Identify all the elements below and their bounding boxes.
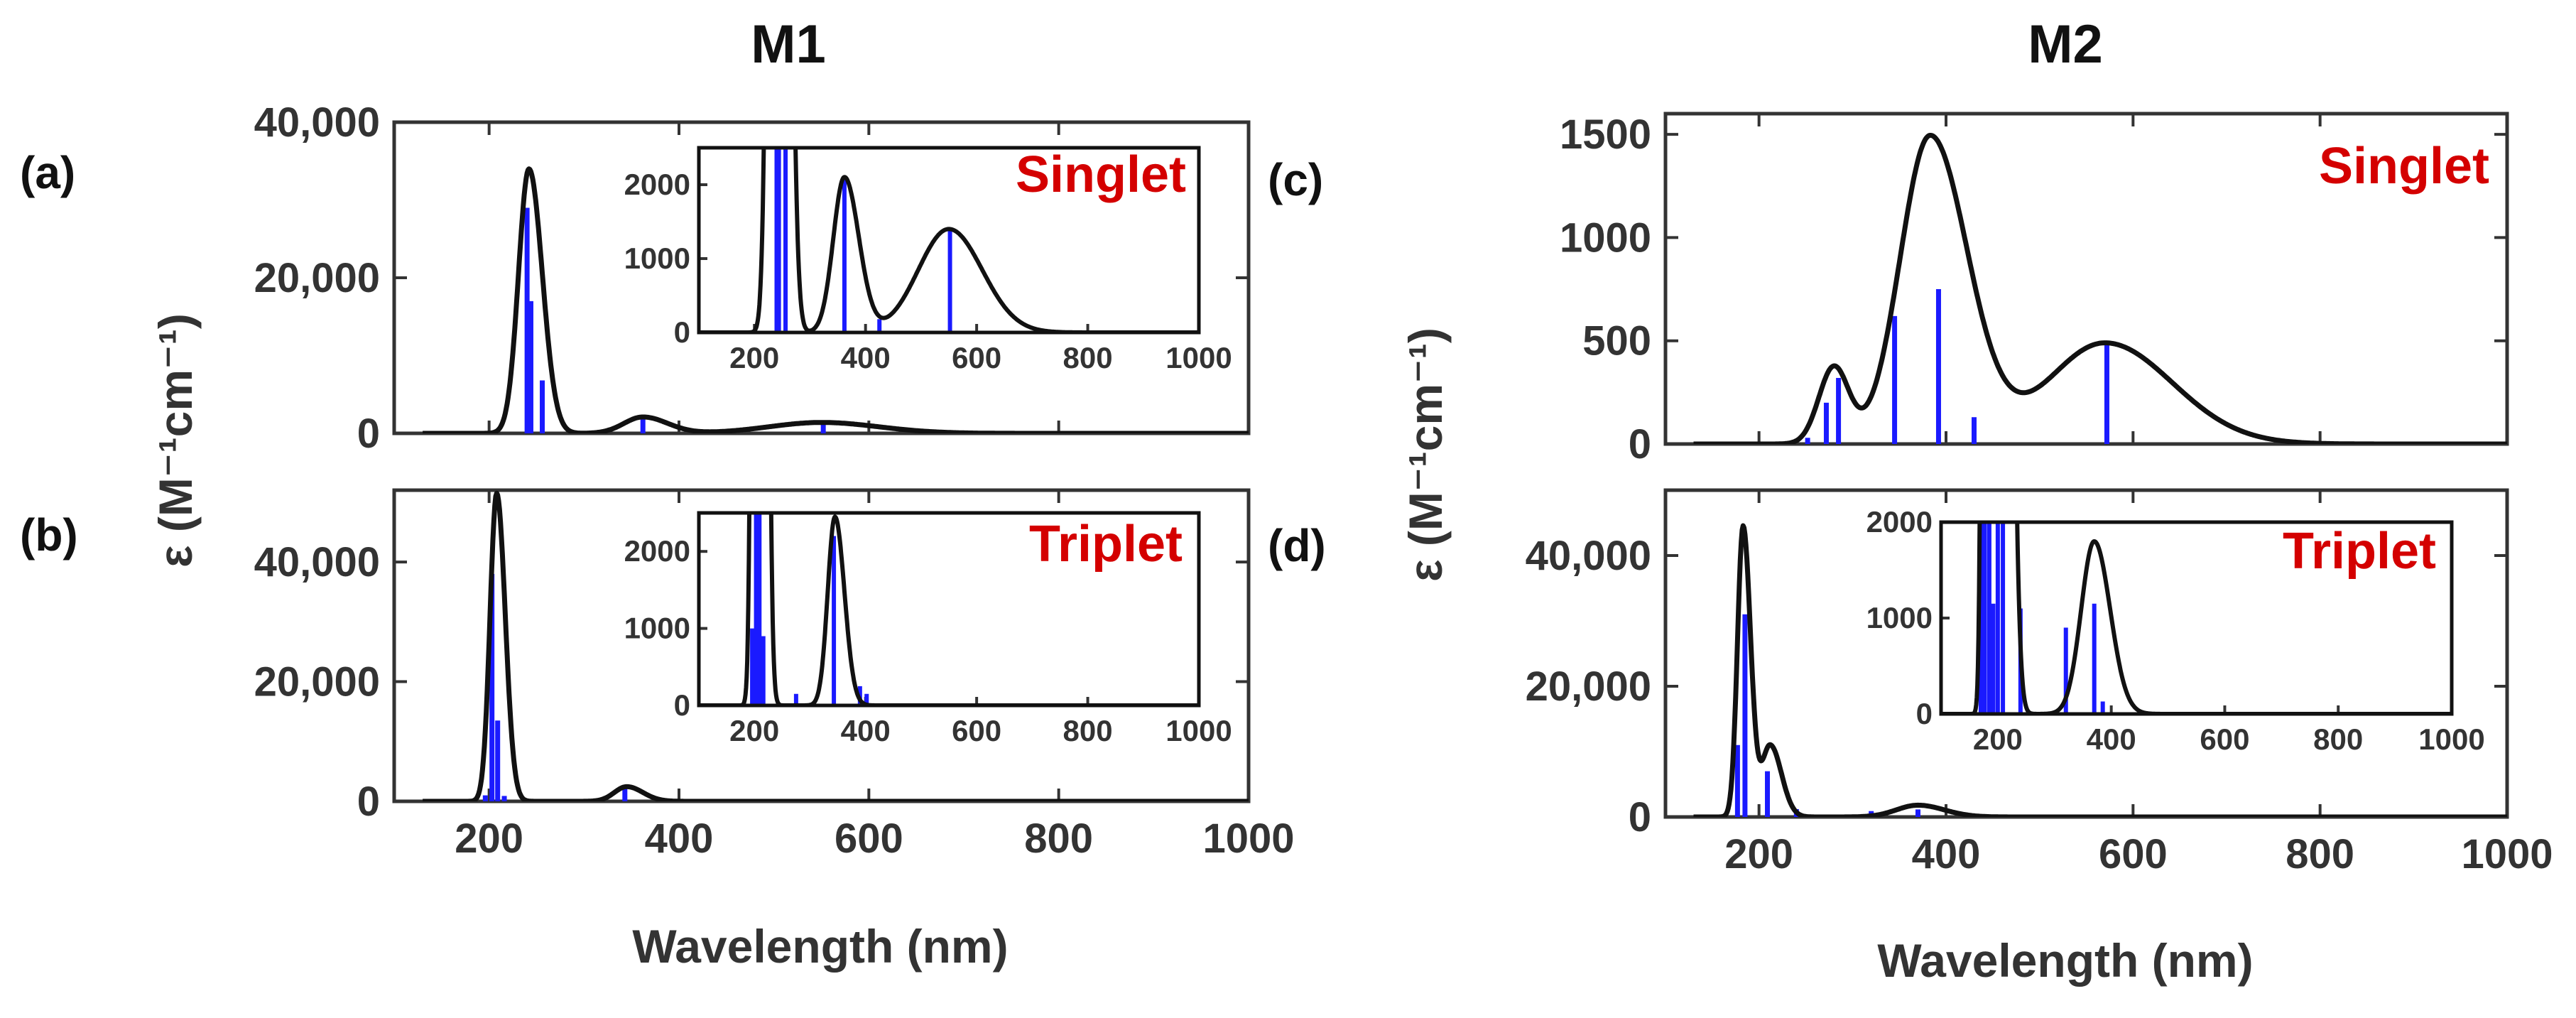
x-axis-title-m1: Wavelength (nm): [632, 920, 1008, 973]
panel-b-ytick-label: 20,000: [254, 659, 380, 705]
panel-d-inset-plot-area: [1941, 522, 2452, 714]
panel-b-state-label: Triplet: [1029, 516, 1183, 573]
panel-d-inset-xtick-label: 600: [2200, 722, 2249, 756]
panel-a-inset-xtick-label: 400: [841, 341, 891, 374]
panel-d-inset-ytick-label: 0: [1916, 697, 1933, 730]
panel-b-plot-area: [420, 490, 1249, 801]
panel-b: 0 20,000 40,000 200 400 600 800 1000 0 1000 2000 20…: [254, 488, 1295, 862]
panel-c-spectrum-curve: [1692, 133, 2507, 444]
panel-b-ytick-label: 40,000: [254, 539, 380, 585]
panel-d-xtick-label: 200: [1724, 831, 1793, 877]
panel-b-inset: 0 1000 2000 200 400 600 800 1000: [624, 511, 1232, 747]
panel-b-xtick-label: 400: [645, 816, 714, 862]
panel-a-inset-xtick-label: 1000: [1165, 341, 1232, 374]
panel-d-ytick-label: 40,000: [1526, 533, 1651, 579]
panel-a-plot-area: [420, 166, 1249, 433]
panel-d-inset-spectrum-curve: [1941, 522, 2452, 714]
panel-a-inset: 0 1000 2000 200 400 600 800 1000: [624, 146, 1232, 374]
panel-c-ytick-label: 1500: [1560, 112, 1651, 158]
panel-a-state-label: Singlet: [1016, 146, 1186, 203]
panel-tag-c: (c): [1268, 154, 1323, 205]
y-axis-title-m2: ε (M⁻¹cm⁻¹): [1399, 327, 1452, 582]
panel-d-inset-ytick-label: 2000: [1866, 505, 1933, 538]
panel-d-ytick-label: 20,000: [1526, 664, 1651, 710]
panel-a-ytick-label: 0: [357, 411, 380, 457]
panel-b-inset-xtick-label: 400: [841, 714, 891, 747]
panel-a-ytick-label: 40,000: [254, 99, 380, 146]
panel-c-ytick-label: 500: [1582, 318, 1651, 364]
panel-a-inset-ytick-label: 0: [674, 315, 690, 349]
panel-d-inset-xtick-label: 400: [2087, 722, 2136, 756]
panel-b-xtick-label: 200: [455, 816, 523, 862]
panel-d-ytick-label: 0: [1629, 794, 1651, 840]
panel-d-inset: 0 1000 2000 200 400 600 800 1000: [1866, 505, 2485, 756]
panel-a-inset-xtick-label: 200: [729, 341, 779, 374]
panel-d-inset-ytick-label: 1000: [1866, 601, 1933, 634]
panel-a-spectrum-curve: [420, 166, 1249, 433]
panel-d-inset-xtick-label: 1000: [2418, 722, 2484, 756]
panel-a-inset-ytick-label: 1000: [624, 242, 690, 275]
panel-a-inset-ytick-label: 2000: [624, 168, 690, 201]
panel-tag-b: (b): [20, 509, 78, 561]
panel-tag-a: (a): [20, 147, 75, 198]
panel-d-xtick-label: 1000: [2461, 831, 2553, 877]
panel-a: 0 20,000 40,000 0 1000 2000 200 400 600 800 1000 Si…: [254, 99, 1251, 457]
panel-b-inset-border: [697, 511, 1201, 708]
panel-d-xtick-label: 400: [1912, 831, 1981, 877]
panel-b-xtick-label: 1000: [1202, 816, 1294, 862]
panel-c-ytick-label: 1000: [1560, 215, 1651, 261]
panel-c-ytick-label: 0: [1629, 421, 1651, 467]
panel-b-inset-ytick-label: 0: [674, 688, 690, 722]
panel-a-inset-border: [697, 146, 1201, 335]
panel-a-inset-xtick-label: 800: [1063, 341, 1113, 374]
panel-d: 0 20,000 40,000 200 400 600 800 1000 0 1000 2000 20…: [1526, 488, 2553, 877]
panel-d-state-label: Triplet: [2283, 523, 2436, 580]
panel-c-plot-area: [1692, 133, 2507, 444]
panel-c: 0 500 1000 1500 Singlet: [1560, 112, 2509, 467]
panel-c-frame: [1663, 112, 2509, 446]
panel-a-ytick-label: 20,000: [254, 255, 380, 301]
panel-b-inset-xtick-label: 1000: [1165, 714, 1232, 747]
x-axis-title-m2: Wavelength (nm): [1877, 934, 2253, 987]
panel-b-inset-xtick-label: 600: [952, 714, 1001, 747]
panel-d-inset-xtick-label: 200: [1973, 722, 2023, 756]
column-title-m1: M1: [751, 14, 826, 75]
panel-b-xtick-label: 600: [835, 816, 903, 862]
panel-b-ytick-label: 0: [357, 779, 380, 825]
panel-b-inset-ytick-label: 1000: [624, 612, 690, 645]
panel-b-inset-ytick-label: 2000: [624, 534, 690, 568]
panel-d-inset-xtick-label: 800: [2313, 722, 2363, 756]
panel-a-inset-spectrum-curve: [699, 148, 1199, 332]
panel-b-inset-xtick-label: 800: [1063, 714, 1113, 747]
panel-a-inset-xtick-label: 600: [952, 341, 1001, 374]
panel-b-inset-xtick-label: 200: [729, 714, 779, 747]
panel-a-inset-plot-area: [699, 148, 1199, 332]
panel-d-xtick-label: 600: [2099, 831, 2168, 877]
column-title-m2: M2: [2028, 14, 2103, 75]
panel-b-xtick-label: 800: [1024, 816, 1093, 862]
panel-d-plot-area: [1692, 523, 2507, 817]
panel-tag-d: (d): [1268, 520, 1326, 571]
panel-d-xtick-label: 800: [2286, 831, 2354, 877]
panel-c-state-label: Singlet: [2319, 138, 2489, 195]
panel-d-inset-border: [1939, 520, 2454, 716]
y-axis-title-m1: ε (M⁻¹cm⁻¹): [149, 313, 202, 568]
